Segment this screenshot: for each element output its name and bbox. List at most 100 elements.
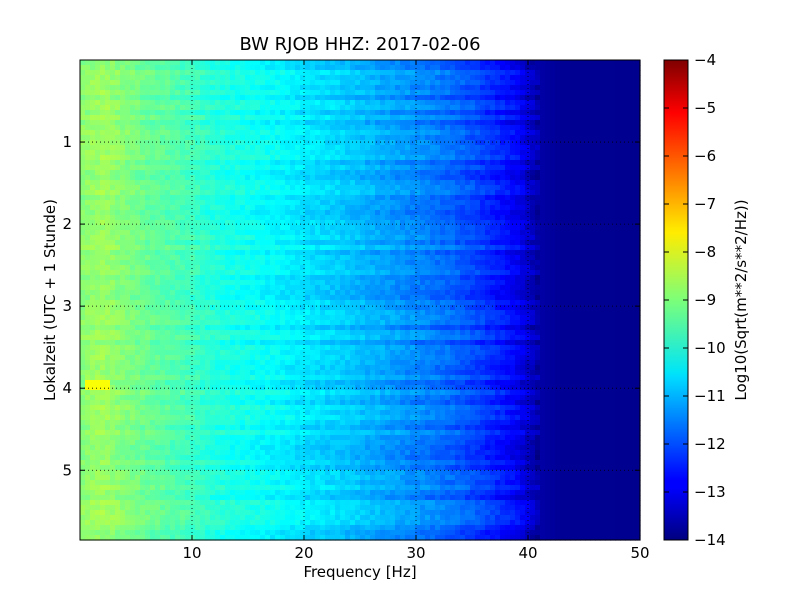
heatmap-cell: [220, 245, 226, 251]
heatmap-cell: [135, 240, 141, 246]
heatmap-cell: [265, 265, 271, 271]
heatmap-cell: [285, 260, 291, 266]
heatmap-cell: [510, 60, 516, 66]
heatmap-cell: [345, 60, 351, 66]
heatmap-cell: [410, 80, 416, 86]
heatmap-cell: [445, 110, 451, 116]
heatmap-cell: [310, 230, 316, 236]
heatmap-cell: [175, 205, 181, 211]
heatmap-cell: [90, 225, 96, 231]
heatmap-cell: [145, 135, 151, 141]
heatmap-cell: [420, 90, 426, 96]
heatmap-cell: [240, 210, 246, 216]
heatmap-cell: [460, 135, 466, 141]
heatmap-cell: [80, 135, 86, 141]
heatmap-cell: [375, 230, 381, 236]
heatmap-cell: [290, 175, 296, 181]
heatmap-cell: [340, 185, 346, 191]
heatmap-cell: [215, 185, 221, 191]
heatmap-cell: [350, 270, 356, 276]
heatmap-cell: [230, 220, 236, 226]
heatmap-cell: [210, 125, 216, 131]
heatmap-cell: [425, 120, 431, 126]
heatmap-cell: [575, 95, 581, 101]
heatmap-cell: [385, 120, 391, 126]
heatmap-cell: [295, 85, 301, 91]
heatmap-cell: [130, 185, 136, 191]
heatmap-cell: [350, 200, 356, 206]
heatmap-cell: [635, 240, 641, 246]
heatmap-cell: [555, 115, 561, 121]
heatmap-cell: [90, 240, 96, 246]
heatmap-cell: [565, 215, 571, 221]
heatmap-cell: [410, 85, 416, 91]
heatmap-cell: [575, 125, 581, 131]
heatmap-cell: [130, 160, 136, 166]
heatmap-cell: [450, 65, 456, 71]
heatmap-cell: [385, 95, 391, 101]
heatmap-cell: [250, 260, 256, 266]
heatmap-cell: [575, 225, 581, 231]
heatmap-cell: [230, 275, 236, 281]
heatmap-cell: [300, 95, 306, 101]
heatmap-cell: [585, 175, 591, 181]
heatmap-cell: [545, 235, 551, 241]
heatmap-cell: [265, 155, 271, 161]
heatmap-cell: [160, 260, 166, 266]
heatmap-cell: [145, 90, 151, 96]
heatmap-cell: [620, 265, 626, 271]
heatmap-cell: [500, 90, 506, 96]
heatmap-cell: [415, 230, 421, 236]
heatmap-cell: [405, 160, 411, 166]
heatmap-cell: [530, 180, 536, 186]
heatmap-cell: [450, 130, 456, 136]
heatmap-cell: [500, 195, 506, 201]
heatmap-cell: [200, 90, 206, 96]
heatmap-cell: [250, 70, 256, 76]
heatmap-cell: [450, 250, 456, 256]
heatmap-cell: [200, 215, 206, 221]
heatmap-cell: [135, 75, 141, 81]
heatmap-cell: [270, 125, 276, 131]
heatmap-cell: [135, 130, 141, 136]
heatmap-cell: [535, 165, 541, 171]
heatmap-cell: [130, 105, 136, 111]
heatmap-cell: [475, 210, 481, 216]
heatmap-cell: [295, 120, 301, 126]
heatmap-cell: [395, 115, 401, 121]
heatmap-cell: [130, 75, 136, 81]
heatmap-cell: [230, 70, 236, 76]
heatmap-cell: [365, 185, 371, 191]
heatmap-cell: [135, 205, 141, 211]
heatmap-cell: [470, 275, 476, 281]
heatmap-cell: [625, 110, 631, 116]
heatmap-cell: [280, 205, 286, 211]
heatmap-cell: [390, 190, 396, 196]
heatmap-cell: [225, 120, 231, 126]
heatmap-cell: [225, 210, 231, 216]
heatmap-cell: [430, 215, 436, 221]
heatmap-cell: [200, 100, 206, 106]
heatmap-cell: [285, 275, 291, 281]
heatmap-cell: [610, 135, 616, 141]
heatmap-cell: [355, 200, 361, 206]
heatmap-cell: [95, 185, 101, 191]
heatmap-cell: [130, 250, 136, 256]
heatmap-cell: [615, 260, 621, 266]
heatmap-cell: [540, 90, 546, 96]
heatmap-cell: [190, 175, 196, 181]
heatmap-cell: [435, 200, 441, 206]
heatmap-cell: [500, 210, 506, 216]
heatmap-cell: [120, 265, 126, 271]
heatmap-cell: [235, 230, 241, 236]
heatmap-cell: [325, 250, 331, 256]
heatmap-cell: [480, 160, 486, 166]
heatmap-cell: [260, 160, 266, 166]
heatmap-cell: [385, 65, 391, 71]
heatmap-cell: [250, 165, 256, 171]
heatmap-cell: [460, 165, 466, 171]
heatmap-cell: [500, 270, 506, 276]
heatmap-cell: [595, 200, 601, 206]
heatmap-cell: [100, 100, 106, 106]
heatmap-cell: [210, 170, 216, 176]
